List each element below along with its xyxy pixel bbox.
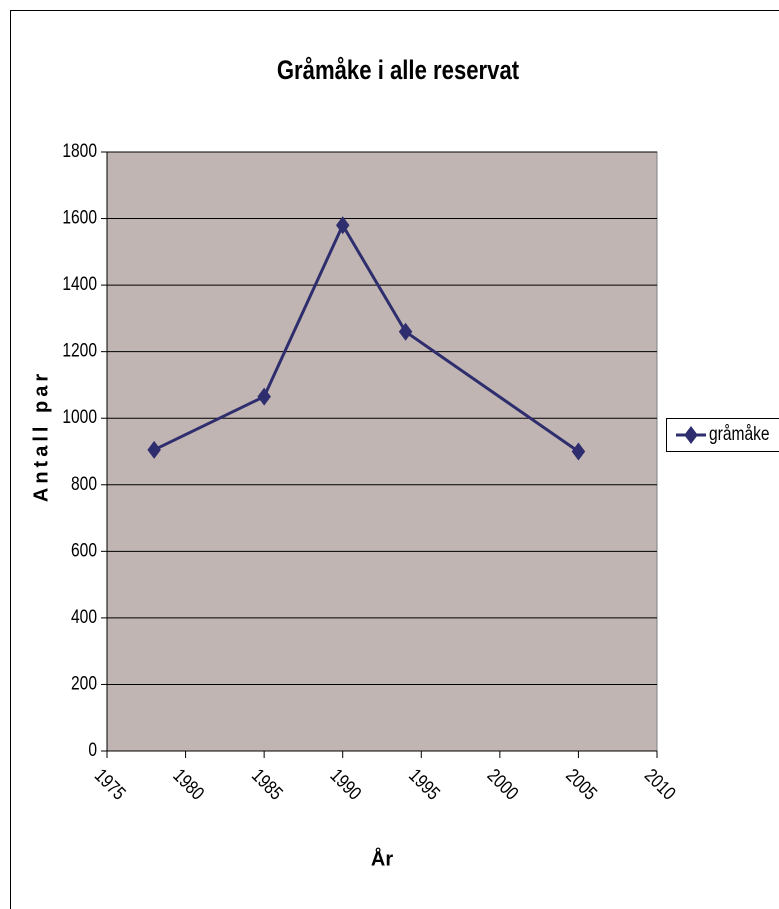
y-axis-title: Antall par xyxy=(30,370,52,502)
data-point xyxy=(147,440,161,459)
y-tick-label: 800 xyxy=(71,472,97,494)
data-point xyxy=(398,322,413,341)
x-axis-title: År xyxy=(371,846,393,870)
y-tick-label: 600 xyxy=(71,539,97,561)
y-tick-label: 1600 xyxy=(62,206,97,228)
data-point xyxy=(335,216,350,235)
y-tick-label: 1800 xyxy=(62,140,97,162)
chart-title: Gråmåke i alle reservat xyxy=(277,56,519,86)
plot-area xyxy=(106,151,658,752)
data-point xyxy=(257,387,271,406)
y-tick-label: 1200 xyxy=(62,339,97,361)
y-tick-label: 200 xyxy=(71,672,97,694)
y-tick-label: 1000 xyxy=(62,406,97,428)
legend-label: gråmåke xyxy=(709,423,770,445)
legend-marker xyxy=(684,426,698,444)
data-point xyxy=(571,442,586,461)
y-tick-label: 0 xyxy=(88,739,97,761)
y-tick-label: 1400 xyxy=(62,273,97,295)
y-tick-label: 400 xyxy=(71,605,97,627)
